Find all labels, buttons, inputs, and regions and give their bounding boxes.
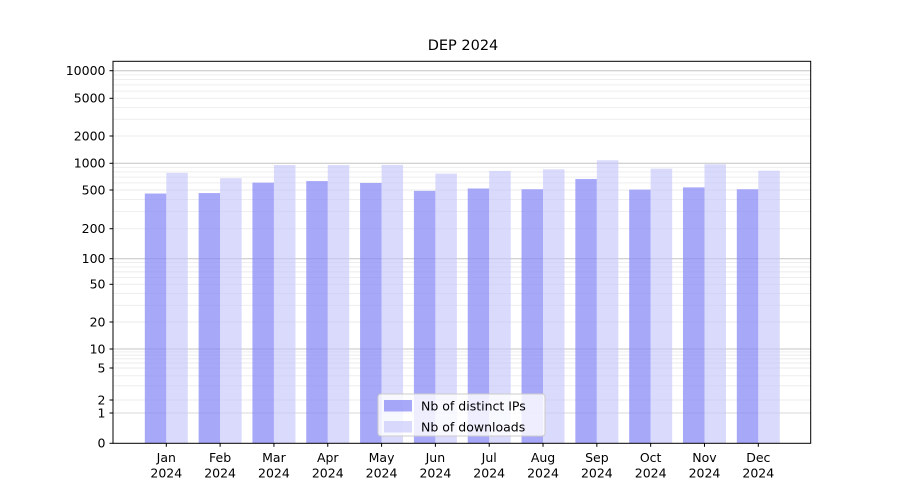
legend-swatch-downloads bbox=[384, 421, 412, 433]
bar-distinct-ips bbox=[467, 188, 490, 444]
x-tick-label-month: Jan bbox=[156, 450, 176, 465]
legend-box bbox=[377, 393, 546, 437]
bar-distinct-ips bbox=[360, 182, 382, 444]
x-tick-label-year: 2024 bbox=[258, 466, 290, 481]
y-tick-label: 200 bbox=[82, 221, 106, 236]
y-tick-label: 100 bbox=[82, 251, 106, 266]
y-axis: 0 12 5 10 20 50 100 200 500 1000 2000 5000 10000 bbox=[66, 63, 113, 451]
x-tick-label-month: May bbox=[369, 450, 395, 465]
bar-distinct-ips bbox=[413, 190, 436, 444]
x-tick-label-year: 2024 bbox=[742, 466, 774, 481]
x-tick-label-year: 2024 bbox=[527, 466, 559, 481]
x-tick-label-year: 2024 bbox=[150, 466, 182, 481]
x-tick-label-month: Apr bbox=[317, 450, 339, 465]
y-tick-label: 2 bbox=[98, 392, 106, 407]
bar-distinct-ips bbox=[306, 181, 328, 444]
x-tick-label-year: 2024 bbox=[581, 466, 613, 481]
x-axis: Jan2024Feb2024Mar2024Apr2024May2024Jun20… bbox=[150, 443, 774, 481]
legend-label-distinct-ips: Nb of distinct IPs bbox=[421, 399, 526, 414]
y-tick-label: 10 bbox=[90, 341, 106, 356]
y-tick-label: 5 bbox=[98, 360, 106, 375]
chart-title: DEP 2024 bbox=[428, 38, 499, 54]
bar-downloads bbox=[489, 170, 511, 444]
bar-downloads bbox=[166, 172, 188, 444]
x-tick-label-year: 2024 bbox=[204, 466, 236, 481]
bar-downloads bbox=[381, 164, 404, 444]
bar-downloads bbox=[273, 165, 296, 444]
bar-distinct-ips bbox=[629, 189, 651, 444]
x-tick-label-month: Mar bbox=[262, 450, 286, 465]
x-tick-label-month: Nov bbox=[692, 450, 717, 465]
bar-downloads bbox=[758, 170, 780, 444]
x-tick-label-month: Oct bbox=[640, 450, 662, 465]
y-tick-label: 500 bbox=[82, 182, 106, 197]
x-tick-label-month: Dec bbox=[746, 450, 770, 465]
y-tick-label: 1000 bbox=[74, 156, 106, 171]
bar-downloads bbox=[543, 169, 565, 444]
x-tick-label-month: Jun bbox=[425, 450, 446, 465]
y-tick-label: 50 bbox=[90, 277, 106, 292]
y-tick-label: 1 bbox=[98, 405, 106, 420]
bars bbox=[144, 160, 780, 444]
legend-swatch-distinct-ips bbox=[384, 400, 412, 412]
x-tick-label-year: 2024 bbox=[366, 466, 398, 481]
x-tick-label-year: 2024 bbox=[473, 466, 505, 481]
bar-distinct-ips bbox=[736, 189, 759, 444]
x-tick-label-month: Feb bbox=[209, 450, 231, 465]
x-tick-label-year: 2024 bbox=[419, 466, 451, 481]
bar-downloads bbox=[327, 165, 350, 444]
x-tick-label-year: 2024 bbox=[635, 466, 667, 481]
plot-border bbox=[112, 60, 812, 444]
bar-downloads bbox=[435, 173, 457, 444]
y-tick-label: 5000 bbox=[74, 91, 106, 106]
y-tick-label: 2000 bbox=[74, 128, 106, 143]
bar-distinct-ips bbox=[575, 179, 597, 444]
bar-distinct-ips bbox=[521, 189, 544, 444]
legend: Nb of distinct IPs Nb of downloads bbox=[377, 393, 546, 437]
bar-downloads bbox=[650, 168, 673, 444]
bar-downloads bbox=[704, 164, 726, 444]
y-tick-label: 0 bbox=[98, 436, 106, 451]
bar-distinct-ips bbox=[682, 187, 705, 444]
bar-distinct-ips bbox=[198, 193, 221, 444]
bar-downloads bbox=[596, 160, 619, 444]
bar-downloads bbox=[220, 178, 242, 444]
x-tick-label-year: 2024 bbox=[689, 466, 721, 481]
y-tick-label: 10000 bbox=[66, 63, 106, 78]
bar-distinct-ips bbox=[252, 182, 274, 444]
x-tick-label-month: Jul bbox=[481, 450, 497, 465]
x-tick-label-month: Aug bbox=[531, 450, 555, 465]
legend-label-downloads: Nb of downloads bbox=[421, 420, 525, 435]
y-tick-label: 20 bbox=[90, 314, 106, 329]
bar-distinct-ips bbox=[144, 193, 167, 444]
x-tick-label-month: Sep bbox=[585, 450, 609, 465]
x-tick-label-year: 2024 bbox=[312, 466, 344, 481]
